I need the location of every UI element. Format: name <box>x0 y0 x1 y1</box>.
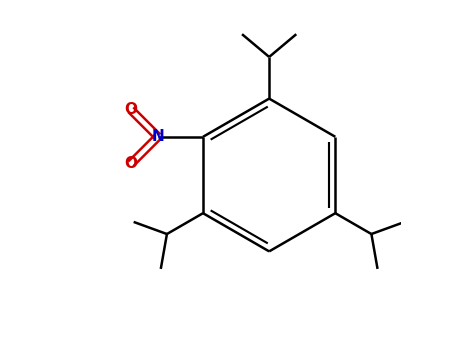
Text: O: O <box>124 102 137 117</box>
Text: N: N <box>152 129 164 144</box>
Text: O: O <box>124 156 137 171</box>
